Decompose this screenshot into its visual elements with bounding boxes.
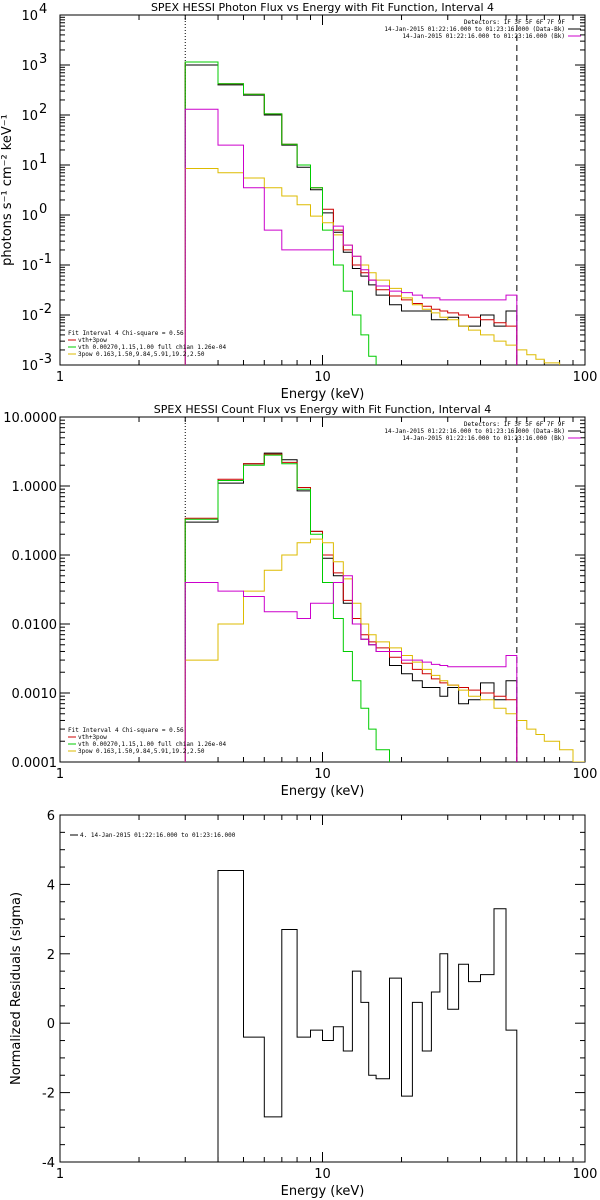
- x-tick-label: 1: [56, 1167, 64, 1182]
- series-1-histogram: [184, 64, 518, 365]
- y-axis-label: photons s⁻¹ cm⁻² keV⁻¹: [0, 114, 15, 266]
- x-axis-label: Energy (keV): [281, 387, 365, 402]
- fit-legend-text: Fit Interval 4 Chi-square = 0.56: [68, 330, 184, 337]
- fit-legend-text: vth 0.00270,1.15,1.00 full chian 1.26e-0…: [78, 344, 226, 351]
- y-tick-label: 6: [47, 809, 55, 824]
- series-5-histogram: [184, 575, 518, 762]
- y-tick-exponent: -3: [39, 352, 52, 367]
- y-tick-label: 10: [21, 309, 38, 324]
- legend-text: Detectors: 1F 3F 5F 6F 7F 9F: [464, 421, 566, 428]
- y-tick-exponent: 4: [39, 2, 47, 17]
- x-axis-label: Energy (keV): [281, 1184, 365, 1199]
- x-tick-label: 10: [314, 370, 331, 385]
- y-tick-label: 0: [47, 1017, 55, 1032]
- legend-text: Detectors: 1F 3F 5F 6F 7F 9F: [464, 19, 566, 26]
- y-tick-label: 4: [47, 878, 55, 893]
- y-tick-exponent: 2: [39, 102, 47, 117]
- y-tick-exponent: 1: [39, 152, 47, 167]
- series-1-histogram: [184, 452, 518, 762]
- x-tick-label: 100: [573, 1167, 598, 1182]
- y-axis-label: Normalized Residuals (sigma): [9, 892, 24, 1085]
- plot-area: [184, 15, 561, 365]
- chart-title: SPEX HESSI Photon Flux vs Energy with Fi…: [151, 1, 494, 14]
- y-tick-label: 0.0001: [12, 756, 58, 771]
- y-tick-exponent: 0: [39, 202, 47, 217]
- x-tick-label: 10: [314, 767, 331, 782]
- y-tick-label: 2: [47, 948, 55, 963]
- y-tick-label: 0.0100: [12, 618, 58, 633]
- y-tick-label: 10: [21, 59, 38, 74]
- panel-1: SPEX HESSI Photon Flux vs Energy with Fi…: [0, 1, 597, 402]
- series-5-histogram: [184, 108, 518, 365]
- x-axis-label: Energy (keV): [281, 784, 365, 799]
- y-tick-label: 10: [21, 209, 38, 224]
- y-tick-exponent: -1: [39, 252, 52, 267]
- y-tick-exponent: 3: [39, 52, 47, 67]
- chart-title: SPEX HESSI Count Flux vs Energy with Fit…: [154, 403, 491, 416]
- y-tick-label: 10: [21, 259, 38, 274]
- fit-legend-text: vth+3pow: [78, 337, 107, 344]
- x-tick-label: 10: [314, 1167, 331, 1182]
- y-tick-label: 0.1000: [12, 549, 58, 564]
- legend-text: 14-Jan-2015 01:22:16.000 to 01:23:16.000…: [402, 435, 565, 442]
- legend-text: 14-Jan-2015 01:22:16.000 to 01:23:16.000…: [384, 428, 565, 435]
- x-tick-label: 1: [56, 767, 64, 782]
- y-tick-label: -4: [42, 1156, 55, 1171]
- series-4-histogram: [184, 538, 585, 762]
- fit-legend-text: vth 0.00270,1.15,1.00 full chian 1.26e-0…: [78, 741, 226, 748]
- residual-legend-text: 4. 14-Jan-2015 01:22:16.000 to 01:23:16.…: [80, 832, 236, 839]
- series-3-histogram: [184, 61, 377, 365]
- fit-legend-text: Fit Interval 4 Chi-square = 0.56: [68, 727, 184, 734]
- series-2-histogram: [184, 61, 518, 365]
- fit-legend-text: vth+3pow: [78, 734, 107, 741]
- y-tick-label: 10: [21, 359, 38, 374]
- x-tick-label: 100: [573, 370, 598, 385]
- legend-text: 14-Jan-2015 01:22:16.000 to 01:23:16.000…: [384, 26, 565, 33]
- series-2-histogram: [184, 453, 518, 762]
- y-tick-label: 0.0010: [12, 687, 58, 702]
- panel-3: 1 10 100 -4 -2 0 2 4 6 Energy (keV) Normalized Res…: [9, 809, 597, 1199]
- x-tick-label: 1: [56, 370, 64, 385]
- plot-area: [184, 417, 585, 762]
- y-tick-label: 10: [21, 109, 38, 124]
- y-tick-label: 10: [21, 159, 38, 174]
- series-1-histogram: [217, 870, 518, 1162]
- plot-area: [217, 870, 518, 1162]
- fit-legend-text: 3pow 0.163,1.50,9.84,5.91,19.2,2.50: [78, 351, 205, 358]
- legend-text: 14-Jan-2015 01:22:16.000 to 01:23:16.000…: [402, 33, 565, 40]
- y-tick-label: -2: [42, 1087, 55, 1102]
- y-tick-label: 10.0000: [3, 411, 57, 426]
- x-tick-label: 100: [573, 767, 598, 782]
- y-tick-label: 1.0000: [12, 480, 58, 495]
- series-4-histogram: [184, 168, 561, 365]
- y-tick-exponent: -2: [39, 302, 52, 317]
- y-tick-label: 10: [21, 9, 38, 24]
- series-3-histogram: [184, 454, 390, 762]
- fit-legend-text: 3pow 0.163,1.50,9.84,5.91,19.2,2.50: [78, 748, 205, 755]
- panel-2: SPEX HESSI Count Flux vs Energy with Fit…: [3, 403, 597, 799]
